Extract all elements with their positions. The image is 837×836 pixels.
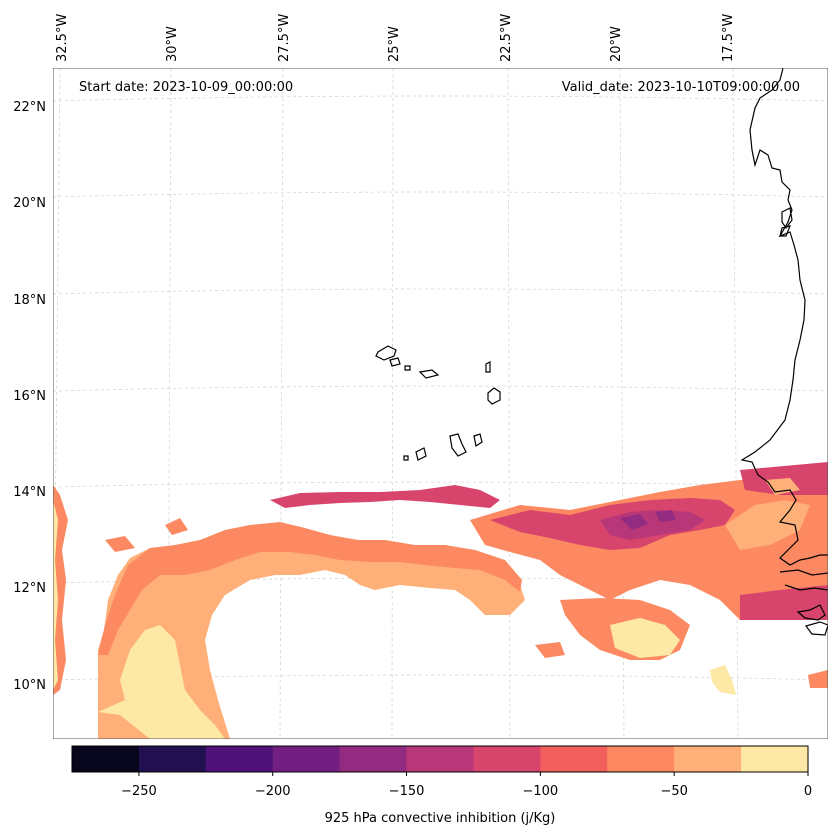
island-sal <box>485 361 491 373</box>
colorbar-title: 925 hPa convective inhibition (j/Kg) <box>325 811 556 826</box>
island-santa-luzia <box>404 365 411 371</box>
colorbar-swatch <box>473 746 541 772</box>
contour-south-central-yellow <box>610 618 680 658</box>
colorbar-swatch <box>339 746 408 772</box>
colorbar-swatch <box>272 746 341 772</box>
lat-label-20n: 20°N <box>13 196 46 211</box>
island-boa-vista <box>487 387 501 405</box>
colorbar-swatch <box>72 746 140 772</box>
lon-label-27-5w: 27.5°W <box>277 14 292 62</box>
contour-east-purple <box>620 510 676 530</box>
island-cape-blanc <box>779 225 791 237</box>
contour-cell-c <box>590 560 612 580</box>
contour-cell-b <box>165 518 188 535</box>
colorbar: −250 −200 −150 −100 −50 0 925 hPa convec… <box>71 745 812 826</box>
coast-inlet-d <box>804 621 828 636</box>
lat-label-12n: 12°N <box>13 581 46 596</box>
contour-west-edge <box>53 485 68 695</box>
colorbar-swatch <box>607 746 675 772</box>
contour-southeast-spot <box>710 665 736 695</box>
colorbar-swatch <box>205 746 274 772</box>
lon-label-32-5w: 32.5°W <box>55 14 70 62</box>
colorbar-tick-label-neg200: −200 <box>255 784 291 799</box>
colorbar-swatch <box>540 746 608 772</box>
contour-west-arc <box>98 528 525 739</box>
colorbar-swatch <box>406 746 474 772</box>
island-brava <box>403 455 409 461</box>
coast-inlet-c <box>796 604 826 621</box>
coast-inlet-b <box>784 584 828 591</box>
colorbar-frame <box>71 745 809 773</box>
contour-west-arc-edge <box>98 522 522 655</box>
colorbar-ticks <box>138 772 809 776</box>
colorbar-tick-labels: −250 −200 −150 −100 −50 0 <box>121 784 812 799</box>
lat-label-16n: 16°N <box>13 389 46 404</box>
valid-date-label: Valid_date: 2023-10-10T09:00:00.00 <box>562 80 800 95</box>
lon-label-20w: 20°W <box>609 26 624 62</box>
lon-label-25w: 25°W <box>387 26 402 62</box>
lat-label-14n: 14°N <box>13 485 46 500</box>
map-area <box>53 68 828 739</box>
colorbar-tick-label-neg150: −150 <box>389 784 425 799</box>
contour-west-edge-inner <box>53 500 58 690</box>
contour-east-coast-red <box>740 462 828 620</box>
colorbar-swatch <box>741 746 809 772</box>
longitude-labels: 32.5°W 30°W 27.5°W 25°W 22.5°W 20°W 17.5… <box>55 14 736 62</box>
colorbar-swatch <box>674 746 742 772</box>
latitude-labels: 22°N 20°N 18°N 16°N 14°N 12°N 10°N <box>13 100 46 693</box>
lat-label-22n: 22°N <box>13 100 46 115</box>
island-santiago <box>449 433 467 457</box>
lon-label-22-5w: 22.5°W <box>499 14 514 62</box>
coastlines <box>375 68 828 636</box>
start-date-label: Start date: 2023-10-09_00:00:00 <box>79 80 293 95</box>
lat-label-10n: 10°N <box>13 678 46 693</box>
contour-west-arc-inner <box>98 625 225 739</box>
contour-cell-a <box>105 536 135 552</box>
contour-east-light <box>725 478 810 550</box>
africa-coastline <box>740 68 828 566</box>
island-sao-vicente <box>389 357 401 367</box>
lon-label-17-5w: 17.5°W <box>721 14 736 62</box>
island-sao-nicolau <box>418 369 440 379</box>
colorbar-tick-label-neg250: −250 <box>121 784 157 799</box>
lat-label-18n: 18°N <box>13 293 46 308</box>
island-maio <box>473 433 483 447</box>
colorbar-swatch <box>138 746 207 772</box>
cin-contours <box>53 462 828 739</box>
lon-label-30w: 30°W <box>165 26 180 62</box>
island-santo-antao <box>375 345 397 361</box>
colorbar-tick-label-neg50: −50 <box>660 784 687 799</box>
colorbar-swatches <box>72 746 809 772</box>
colorbar-tick-label-neg100: −100 <box>523 784 559 799</box>
contour-southeast-edge <box>808 670 828 688</box>
colorbar-tick-label-0: 0 <box>804 784 812 799</box>
island-banc-arguin <box>781 207 793 230</box>
contour-north-strip <box>270 485 500 508</box>
coast-inlet-a <box>779 569 828 576</box>
contour-east-salmon <box>470 475 828 620</box>
island-fogo <box>415 447 427 461</box>
